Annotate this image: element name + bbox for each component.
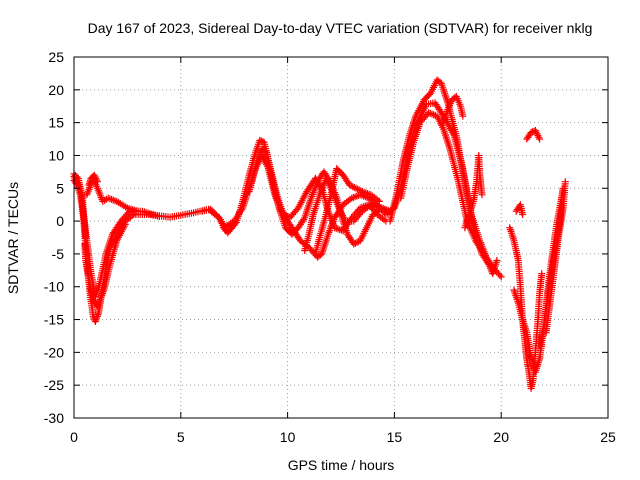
data-point-marker	[381, 206, 389, 214]
data-point-marker	[352, 184, 360, 192]
data-point-marker	[351, 193, 359, 201]
data-point-marker	[134, 207, 142, 215]
data-point-marker	[347, 182, 355, 190]
x-tick-label: 0	[70, 429, 78, 445]
y-tick-label: -30	[44, 410, 64, 426]
series-track-o	[461, 152, 486, 232]
y-tick-label: 5	[56, 180, 64, 196]
x-tick-label: 15	[387, 429, 403, 445]
data-point-marker	[364, 190, 371, 197]
data-point-marker	[532, 128, 540, 136]
data-point-marker	[374, 203, 382, 211]
data-point-marker	[534, 132, 542, 140]
data-point-marker	[370, 202, 378, 210]
series-track-k	[311, 165, 383, 258]
x-axis-label: GPS time / hours	[288, 457, 395, 473]
series-track-s	[542, 178, 569, 337]
data-point-marker	[497, 273, 505, 281]
data-points	[70, 76, 569, 392]
data-point-marker	[355, 186, 363, 194]
data-point-marker	[377, 205, 385, 213]
series-track-m	[397, 109, 505, 281]
data-point-marker	[354, 185, 362, 193]
data-point-marker	[108, 195, 116, 203]
x-tick-label: 20	[493, 429, 509, 445]
data-point-marker	[90, 171, 98, 179]
y-tick-label: 15	[48, 115, 64, 131]
data-point-marker	[519, 211, 527, 218]
series-track-u	[512, 201, 527, 218]
data-point-marker	[350, 240, 358, 248]
axis-ticks	[73, 56, 609, 419]
y-tick-labels: 25 20 15 10 5 0 -5 -10 -15 -20 -25 -30	[44, 49, 64, 426]
data-point-marker	[531, 127, 539, 134]
data-point-marker	[82, 234, 90, 241]
data-point-marker	[533, 130, 541, 138]
y-tick-label: 10	[48, 147, 64, 163]
data-point-marker	[538, 270, 546, 278]
data-point-marker	[332, 224, 340, 232]
data-point-marker	[91, 173, 99, 181]
y-tick-label: -5	[52, 246, 65, 262]
y-tick-label: 0	[56, 213, 64, 229]
data-point-marker	[238, 206, 246, 214]
data-point-marker	[536, 135, 544, 143]
data-point-marker	[375, 197, 383, 205]
data-point-marker	[496, 271, 504, 279]
data-point-marker	[349, 183, 357, 191]
y-tick-label: -20	[44, 344, 64, 360]
x-tick-label: 25	[600, 429, 616, 445]
data-point-marker	[351, 239, 359, 247]
y-axis-label: SDTVAR / TECUs	[5, 182, 21, 294]
data-point-marker	[374, 196, 382, 204]
plot-frame	[73, 56, 609, 419]
data-point-marker	[121, 220, 129, 228]
chart-title: Day 167 of 2023, Sidereal Day-to-day VTE…	[88, 20, 593, 36]
series-track-d	[83, 174, 142, 215]
data-point-marker	[300, 216, 308, 223]
data-point-marker	[124, 209, 132, 217]
data-point-marker	[93, 176, 101, 184]
series-track-n	[440, 92, 467, 127]
x-tick-labels: 0 5 10 15 20 25	[70, 429, 616, 445]
y-tick-label: 20	[48, 82, 64, 98]
data-point-marker	[104, 194, 112, 202]
data-point-marker	[357, 187, 365, 195]
data-point-marker	[94, 178, 101, 186]
data-point-marker	[350, 184, 358, 191]
series-track-f	[85, 171, 101, 189]
data-point-marker	[561, 178, 569, 186]
y-tick-label: -10	[44, 279, 64, 295]
data-point-marker	[360, 188, 368, 196]
series-track-c	[81, 220, 129, 310]
data-point-marker	[94, 311, 102, 319]
data-point-marker	[93, 314, 101, 322]
data-point-marker	[426, 109, 434, 117]
data-point-marker	[92, 174, 100, 182]
y-tick-label: 25	[48, 49, 64, 65]
data-point-marker	[369, 201, 377, 209]
x-tick-label: 10	[280, 429, 296, 445]
data-point-marker	[357, 209, 365, 217]
data-point-marker	[428, 110, 436, 118]
data-point-marker	[493, 257, 501, 264]
y-tick-label: -15	[44, 312, 64, 328]
data-point-marker	[535, 133, 543, 141]
data-point-marker	[353, 238, 361, 246]
data-point-marker	[459, 112, 467, 120]
data-point-marker	[478, 191, 486, 199]
data-point-marker	[155, 213, 163, 220]
data-point-marker	[349, 194, 357, 201]
y-tick-label: -25	[44, 377, 64, 393]
series-track-t	[523, 127, 544, 143]
x-tick-label: 5	[177, 429, 185, 445]
data-point-marker	[346, 181, 353, 189]
